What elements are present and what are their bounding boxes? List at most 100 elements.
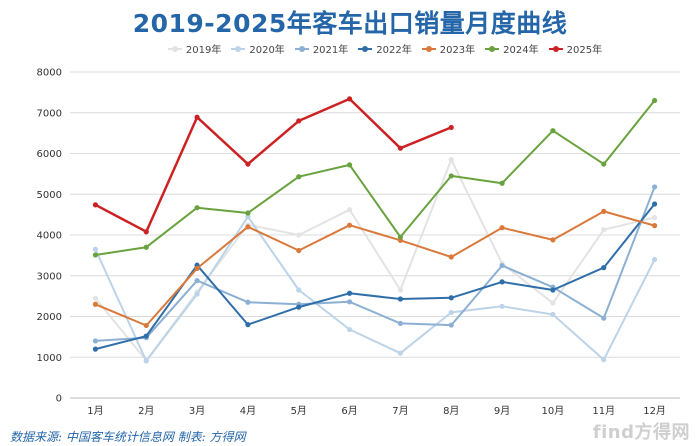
data-point-2024年 [601, 161, 607, 167]
legend-item: 2025年 [548, 41, 603, 56]
data-point-2022年 [397, 296, 404, 302]
legend-label: 2025年 [566, 45, 603, 56]
data-point-2021年 [448, 322, 454, 328]
legend-label: 2021年 [312, 45, 349, 56]
x-tick-label: 5月 [291, 405, 307, 417]
legend-marker [548, 45, 563, 52]
data-point-2023年 [245, 224, 251, 230]
data-point-2023年 [550, 237, 556, 243]
data-point-2019年 [651, 214, 658, 221]
data-point-2024年 [448, 173, 454, 179]
y-tick-label: 0 [56, 394, 62, 405]
legend-label: 2020年 [249, 45, 285, 56]
data-point-2024年 [499, 180, 505, 186]
data-point-2021年 [499, 262, 505, 269]
legend-label: 2023年 [439, 45, 476, 56]
data-point-2019年 [448, 157, 454, 163]
data-point-2023年 [651, 223, 658, 229]
data-point-2020年 [651, 256, 658, 263]
data-point-2025年 [92, 202, 99, 208]
data-point-2024年 [651, 97, 658, 104]
series-line-2021年 [94, 185, 656, 342]
data-point-2022年 [92, 346, 99, 352]
data-point-2025年 [448, 124, 454, 131]
data-point-2020年 [245, 214, 251, 220]
data-point-2022年 [651, 201, 658, 207]
data-point-2021年 [601, 315, 607, 321]
data-point-2022年 [346, 290, 353, 296]
data-point-2020年 [499, 303, 505, 309]
x-tick-label: 4月 [240, 405, 256, 417]
data-point-2019年 [550, 300, 556, 306]
data-point-2022年 [550, 287, 556, 293]
data-point-2023年 [92, 301, 99, 307]
data-point-2019年 [397, 287, 404, 293]
y-tick-label: 6000 [37, 149, 62, 160]
legend-label: 2024年 [503, 45, 539, 56]
legend-marker [358, 45, 373, 52]
data-point-2020年 [601, 357, 607, 363]
legend-label: 2019年 [185, 45, 222, 56]
legend-marker [167, 45, 182, 52]
x-tick-label: 3月 [189, 405, 205, 417]
data-point-2024年 [194, 205, 200, 211]
x-tick-label: 10月 [542, 405, 565, 417]
data-point-2025年 [346, 96, 353, 102]
data-point-2020年 [194, 291, 200, 297]
data-point-2022年 [499, 279, 505, 285]
data-point-2022年 [296, 304, 302, 310]
data-point-2020年 [550, 311, 556, 318]
data-point-2021年 [346, 299, 353, 305]
series-line-2025年 [94, 97, 453, 233]
data-point-2023年 [143, 322, 149, 329]
data-point-2019年 [92, 295, 99, 301]
watermark-logo: find方得网 [592, 422, 690, 443]
legend-item: 2023年 [421, 41, 476, 56]
y-tick-label: 7000 [37, 108, 62, 119]
data-point-2021年 [397, 320, 404, 327]
y-tick-label: 2000 [37, 312, 62, 323]
legend-item: 2019年 [167, 41, 222, 56]
data-point-2024年 [346, 162, 353, 168]
x-tick-label: 9月 [494, 405, 510, 417]
x-tick-label: 12月 [643, 405, 666, 417]
series-line-2023年 [94, 210, 656, 327]
source-note: 数据来源: 中国客车统计信息网 制表: 方得网 [10, 430, 246, 444]
y-tick-label: 5000 [37, 190, 62, 201]
y-tick-label: 8000 [37, 68, 62, 79]
series-line-2020年 [94, 215, 656, 362]
data-point-2022年 [448, 295, 454, 301]
data-point-2023年 [296, 247, 302, 254]
legend-item: 2020年 [231, 41, 285, 56]
data-point-2023年 [448, 254, 454, 260]
data-point-2020年 [397, 350, 404, 356]
data-point-2024年 [143, 244, 149, 250]
data-point-2024年 [550, 128, 556, 134]
data-point-2022年 [601, 265, 607, 271]
data-point-2025年 [397, 145, 404, 151]
data-point-2023年 [601, 208, 607, 214]
y-tick-label: 3000 [37, 271, 62, 282]
data-point-2021年 [245, 299, 251, 305]
data-point-2024年 [92, 252, 99, 258]
legend-item: 2024年 [485, 41, 539, 56]
data-point-2019年 [346, 207, 353, 213]
data-point-2020年 [346, 326, 353, 333]
data-point-2023年 [499, 225, 505, 231]
legend-item: 2021年 [294, 41, 349, 56]
legend-marker [294, 45, 309, 52]
x-tick-label: 11月 [592, 405, 615, 417]
chart-title: 2019-2025年客车出口销量月度曲线 [132, 9, 568, 38]
data-point-2023年 [194, 265, 200, 272]
x-tick-label: 7月 [392, 405, 408, 417]
chart-legend: 2019年 2020年 2021年 2022年 2023年 2024年 2025年 [150, 41, 620, 56]
legend-item: 2022年 [358, 41, 412, 56]
data-point-2025年 [194, 114, 200, 120]
legend-marker [231, 45, 246, 52]
x-tick-label: 6月 [341, 405, 357, 417]
data-point-2025年 [143, 229, 149, 235]
data-point-2020年 [296, 287, 302, 293]
x-tick-label: 8月 [443, 405, 459, 417]
legend-marker [421, 45, 436, 52]
